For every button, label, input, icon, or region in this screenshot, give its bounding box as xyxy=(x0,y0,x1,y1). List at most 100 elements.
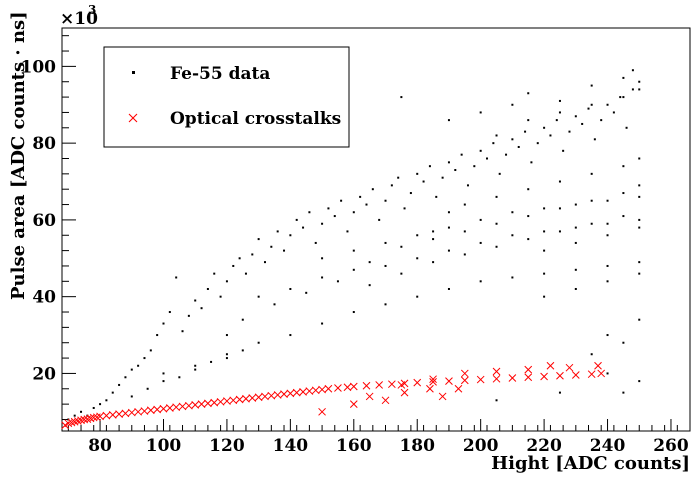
data-point xyxy=(495,245,498,248)
data-point xyxy=(400,245,403,248)
crosstalk-point xyxy=(229,396,238,405)
crosstalk-point xyxy=(77,416,85,425)
crosstalk-point xyxy=(429,378,437,386)
data-point xyxy=(511,234,514,237)
data-point xyxy=(432,261,435,264)
crosstalk-point xyxy=(438,392,447,401)
crosstalk-point xyxy=(178,402,187,411)
x-tick-label: 240 xyxy=(590,436,626,456)
x-tick-label: 180 xyxy=(399,436,435,456)
crosstalk-point xyxy=(311,386,320,395)
crosstalk-point xyxy=(400,388,409,397)
data-point xyxy=(558,111,561,114)
crosstalk-point xyxy=(305,387,314,395)
data-point xyxy=(574,241,577,244)
data-point xyxy=(130,395,133,398)
data-point xyxy=(130,368,133,371)
data-point xyxy=(622,391,625,394)
data-point xyxy=(505,153,508,156)
crosstalk-point xyxy=(121,409,130,418)
data-point xyxy=(194,368,197,371)
data-point xyxy=(625,126,628,129)
legend-label-fe55: Fe-55 data xyxy=(170,64,270,84)
data-point xyxy=(149,349,152,352)
crosstalk-point xyxy=(556,371,564,380)
data-point xyxy=(631,88,634,91)
data-point xyxy=(162,380,165,383)
crosstalk-point xyxy=(102,411,111,420)
data-point xyxy=(241,318,244,321)
crosstalk-point xyxy=(324,384,333,393)
crosstalk-point xyxy=(524,365,533,374)
crosstalk-point xyxy=(93,413,101,422)
data-point xyxy=(558,180,561,183)
x-tick-label: 140 xyxy=(273,436,309,456)
data-point xyxy=(606,103,609,106)
data-point xyxy=(146,387,149,390)
data-point xyxy=(574,203,577,206)
data-point xyxy=(416,295,419,298)
data-point xyxy=(447,161,450,164)
data-point xyxy=(638,272,641,275)
data-point xyxy=(574,268,577,271)
data-point xyxy=(498,172,501,175)
data-point xyxy=(638,226,641,229)
y-axis-title: Pulse area [ADC counts · ns] xyxy=(8,11,29,300)
data-point xyxy=(638,380,641,383)
data-point xyxy=(257,295,260,298)
legend-box xyxy=(103,46,350,148)
crosstalk-point xyxy=(413,378,422,387)
crosstalk-point xyxy=(267,391,276,400)
data-point xyxy=(543,126,546,129)
crosstalk-point xyxy=(280,390,288,399)
crosstalk-point xyxy=(74,417,82,425)
data-point xyxy=(473,165,476,168)
data-point xyxy=(73,414,76,417)
data-point xyxy=(270,245,273,248)
data-point xyxy=(511,211,514,214)
crosstalk-point xyxy=(334,384,342,392)
crosstalk-point xyxy=(86,414,95,423)
data-point xyxy=(495,399,498,402)
data-point xyxy=(606,334,609,337)
data-point xyxy=(524,130,527,133)
data-point xyxy=(416,234,419,237)
crosstalk-point xyxy=(134,407,142,416)
data-point xyxy=(308,211,311,214)
x-axis-ticks: 80 100 120 140 160 180 200 220 240 260 xyxy=(67,419,689,456)
crosstalk-point xyxy=(216,397,225,406)
legend-marker-dot xyxy=(132,71,135,74)
data-point xyxy=(124,376,127,379)
crosstalk-point xyxy=(248,394,257,402)
data-point xyxy=(574,287,577,290)
data-point xyxy=(384,199,387,202)
data-point xyxy=(454,169,457,172)
data-point xyxy=(432,230,435,233)
data-point xyxy=(384,303,387,306)
crosstalk-point xyxy=(388,380,396,389)
x-tick-label: 160 xyxy=(336,436,372,456)
data-point xyxy=(463,203,466,206)
crosstalk-point xyxy=(159,404,168,413)
crosstalk-point xyxy=(204,399,212,408)
crosstalk-point xyxy=(89,413,98,422)
crosstalk-point xyxy=(492,367,501,376)
data-point xyxy=(283,249,286,252)
data-point xyxy=(181,330,184,333)
y-tick-label: 60 xyxy=(32,211,56,231)
data-point xyxy=(622,192,625,195)
crosstalk-point xyxy=(197,400,206,408)
data-point xyxy=(321,322,324,325)
crosstalk-point xyxy=(70,417,79,426)
legend-label-crosstalk: Optical crosstalks xyxy=(170,109,341,129)
data-point xyxy=(219,295,222,298)
series-0 xyxy=(67,69,641,421)
data-point xyxy=(384,241,387,244)
data-point xyxy=(466,184,469,187)
data-point xyxy=(225,280,228,283)
data-point xyxy=(638,318,641,321)
crosstalk-point xyxy=(565,363,574,372)
data-point xyxy=(527,119,530,122)
crosstalk-point xyxy=(67,418,76,427)
